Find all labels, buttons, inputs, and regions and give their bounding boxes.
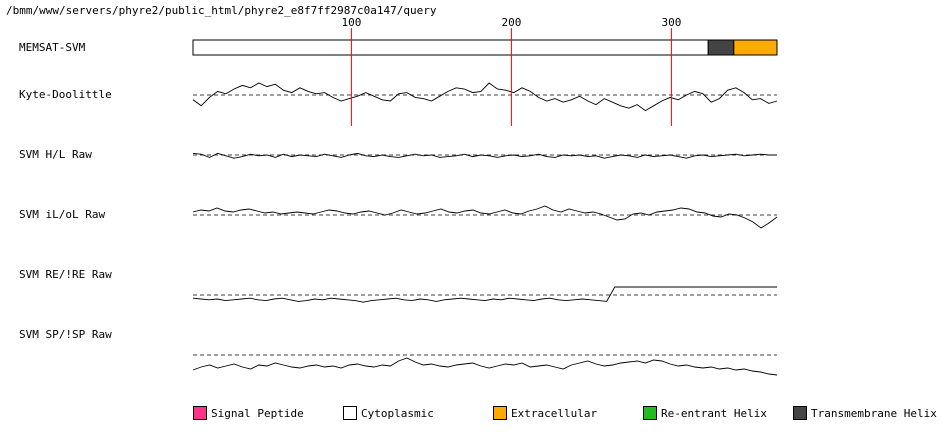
legend-item-transmembrane-helix: Transmembrane Helix [793,404,937,422]
trace-reire [192,286,777,303]
legend-label-signal-peptide: Signal Peptide [211,406,304,420]
track-label-kyte-doolittle: Kyte-Doolittle [19,88,112,101]
tick-label-100: 100 [341,16,361,29]
track-label-memsat: MEMSAT-SVM [19,41,86,54]
topology-segment-cytoplasmic [192,39,709,56]
legend-item-extracellular: Extracellular [493,404,597,422]
legend-item-signal-peptide: Signal Peptide [193,404,304,422]
trace-ilol [192,205,778,229]
query-path: /bmm/www/servers/phyre2/public_html/phyr… [6,4,437,17]
legend-item-cytoplasmic: Cytoplasmic [343,404,434,422]
track-label-svm-spisp: SVM SP/!SP Raw [19,328,112,341]
topology-segment-extracellular [733,39,778,56]
legend-label-reentrant-helix: Re-entrant Helix [661,406,767,420]
membrane-topology-chart: 100 200 300 [192,16,778,376]
legend-label-cytoplasmic: Cytoplasmic [361,406,434,420]
tick-label-300: 300 [661,16,681,29]
trace-hl [192,152,777,159]
legend-swatch-transmembrane-helix [793,406,807,420]
trace-kd [192,82,778,112]
legend-swatch-cytoplasmic [343,406,357,420]
legend-label-extracellular: Extracellular [511,406,598,420]
legend-swatch-extracellular [493,406,507,420]
legend-swatch-reentrant-helix [643,406,657,420]
track-label-svm-reire: SVM RE/!RE Raw [19,268,112,281]
tick-label-200: 200 [501,16,521,29]
track-label-svm-hl: SVM H/L Raw [19,148,92,161]
legend-label-transmembrane-helix: Transmembrane Helix [811,406,937,420]
legend-item-reentrant-helix: Re-entrant Helix [643,404,767,422]
trace-spisp [192,357,778,376]
topology-segment-transmembrane-helix [707,39,735,56]
track-label-svm-ilol: SVM iL/oL Raw [19,208,106,221]
legend-swatch-signal-peptide [193,406,207,420]
